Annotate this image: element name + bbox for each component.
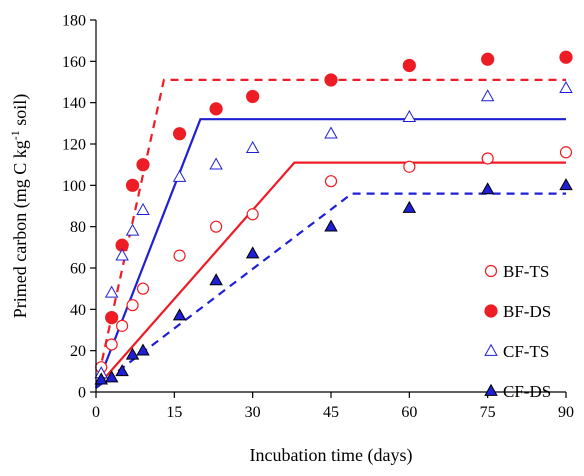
- x-tick-label: 30: [245, 404, 261, 421]
- data-point-bf-ts: [481, 152, 494, 165]
- data-point-bf-ts: [173, 249, 186, 262]
- data-point-cf-ts: [104, 285, 119, 298]
- data-point-cf-ds: [94, 372, 108, 385]
- data-point-bf-ds: [172, 127, 187, 141]
- data-point-bf-ts: [116, 319, 129, 332]
- fit-line-cf-ts: [94, 118, 566, 389]
- legend-label-bf-ds: BF-DS: [503, 302, 551, 321]
- legend-label-bf-ts: BF-TS: [503, 262, 549, 281]
- legend-marker-bf-ts: [484, 264, 498, 278]
- data-point-cf-ds: [559, 178, 573, 191]
- y-axis-title: Primed carbon (mg C kg-1 soil): [8, 94, 31, 319]
- fit-line-bf-ds: [94, 78, 566, 389]
- data-point-cf-ts: [245, 140, 260, 153]
- data-point-cf-ds: [125, 347, 140, 360]
- fit-line-bf-ts: [95, 161, 566, 389]
- data-point-bf-ts: [105, 338, 118, 351]
- data-point-bf-ts: [403, 160, 416, 173]
- data-point-bf-ts: [559, 146, 573, 159]
- data-point-bf-ts: [324, 175, 338, 188]
- x-axis-title: Incubation time (days): [250, 445, 413, 466]
- data-point-cf-ds: [402, 200, 417, 213]
- axes: 0 20 40 60 80 100 120 140 160 180 0 15 30 45 60 75 90: [62, 13, 574, 422]
- y-tick-label: 20: [70, 343, 86, 360]
- data-point-cf-ds: [245, 246, 260, 259]
- data-point-cf-ds: [480, 182, 495, 195]
- x-tick-label: 0: [92, 404, 100, 421]
- data-point-bf-ts: [136, 282, 150, 295]
- y-axis-title-superscript: -1: [8, 130, 22, 140]
- legend-marker-cf-ds: [484, 383, 498, 396]
- data-point-bf-ds: [105, 311, 119, 325]
- data-point-bf-ds: [481, 52, 495, 66]
- data-point-bf-ds: [246, 89, 260, 104]
- data-point-cf-ts: [402, 109, 417, 122]
- y-tick-label: 180: [62, 13, 86, 30]
- data-point-bf-ds: [125, 178, 140, 192]
- data-point-bf-ds: [136, 158, 150, 172]
- data-point-cf-ts: [559, 80, 573, 94]
- x-tick-label: 15: [166, 404, 182, 421]
- y-axis-title-part: Primed carbon (mg C kg: [10, 140, 31, 318]
- data-point-cf-ds: [324, 219, 338, 232]
- legend: BF-TS BF-DS CF-TS CF-DS: [484, 262, 551, 401]
- data-point-cf-ts: [172, 169, 187, 182]
- legend-marker-cf-ts: [484, 343, 498, 356]
- legend-marker-bf-ds: [484, 304, 498, 318]
- data-point-cf-ts: [125, 223, 140, 236]
- fit-line-cf-ds: [95, 192, 566, 389]
- data-point-bf-ts: [126, 299, 139, 312]
- data-point-cf-ts: [324, 126, 338, 139]
- x-tick-label: 45: [323, 404, 339, 421]
- y-tick-label: 40: [70, 302, 86, 319]
- data-point-cf-ds: [115, 364, 129, 377]
- data-point-bf-ts: [210, 220, 223, 233]
- data-point-cf-ds: [104, 370, 119, 383]
- y-tick-label: 0: [78, 385, 86, 402]
- data-point-cf-ts: [480, 89, 495, 102]
- y-axis-title-part: soil): [10, 94, 31, 131]
- data-markers: [94, 50, 573, 385]
- data-point-cf-ts: [115, 248, 129, 261]
- y-tick-label: 140: [62, 95, 86, 112]
- fit-lines: [94, 78, 566, 389]
- y-tick-label: 80: [70, 219, 86, 236]
- data-point-cf-ts: [136, 202, 150, 215]
- data-point-bf-ds: [324, 73, 338, 87]
- y-tick-label: 60: [70, 261, 86, 278]
- data-point-bf-ds: [402, 58, 416, 73]
- data-point-bf-ds: [559, 50, 573, 64]
- x-tick-label: 90: [558, 404, 574, 421]
- data-point-cf-ts: [209, 157, 223, 170]
- data-point-cf-ds: [136, 343, 150, 356]
- y-tick-label: 120: [62, 137, 86, 154]
- y-tick-label: 100: [62, 178, 86, 195]
- x-tick-label: 60: [401, 404, 417, 421]
- x-tick-label: 75: [480, 404, 496, 421]
- data-point-bf-ts: [246, 208, 259, 221]
- data-point-bf-ds: [209, 102, 223, 116]
- legend-label-cf-ds: CF-DS: [503, 382, 551, 401]
- data-point-cf-ds: [209, 273, 223, 286]
- data-point-cf-ds: [172, 308, 187, 321]
- legend-label-cf-ts: CF-TS: [503, 342, 549, 361]
- y-tick-label: 160: [62, 54, 86, 71]
